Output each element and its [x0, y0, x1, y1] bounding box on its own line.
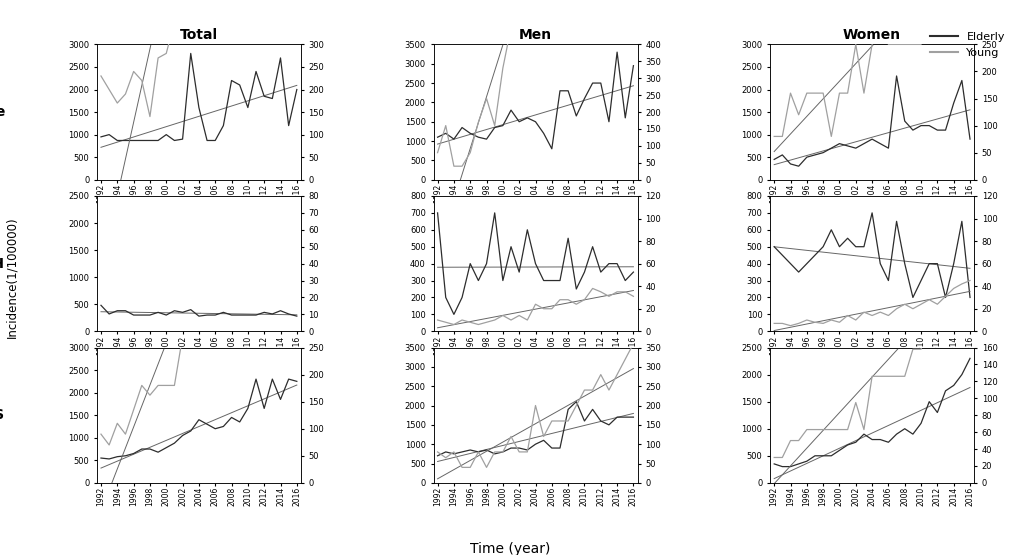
Text: Incidence(1/100000): Incidence(1/100000): [6, 216, 18, 339]
Title: Women: Women: [843, 28, 900, 42]
Text: Stroke: Stroke: [0, 105, 5, 119]
Text: IS: IS: [0, 408, 5, 422]
Text: Time (year): Time (year): [470, 542, 549, 555]
Title: Total: Total: [179, 28, 218, 42]
Title: Men: Men: [519, 28, 551, 42]
Text: ICH: ICH: [0, 256, 5, 271]
Legend: Elderly, Young: Elderly, Young: [924, 28, 1009, 62]
